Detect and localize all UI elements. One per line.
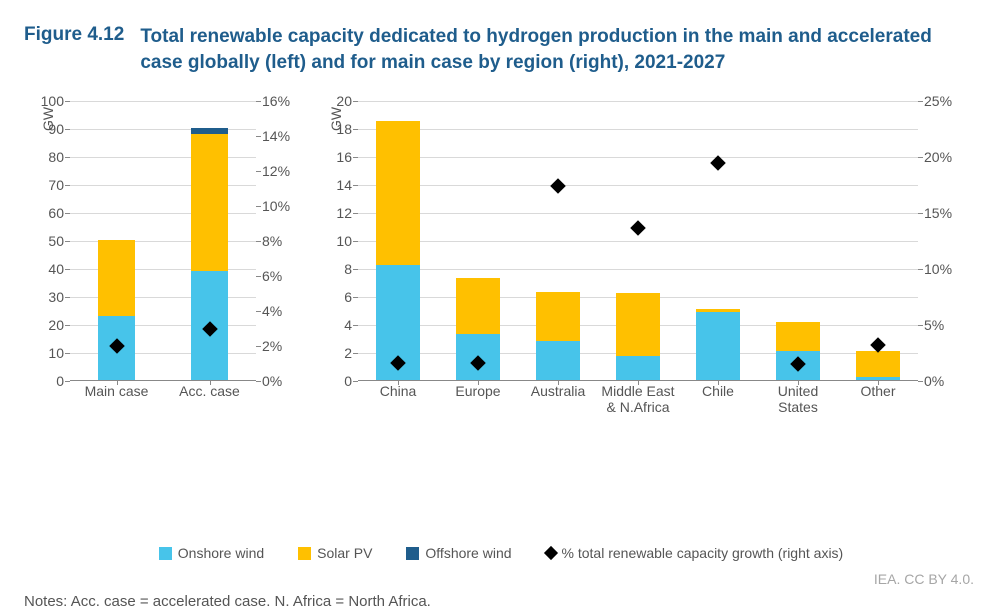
figure-label: Figure 4.12 bbox=[24, 24, 124, 75]
y-left-tick: 20 bbox=[48, 317, 70, 333]
x-label: China bbox=[358, 380, 438, 399]
y-left-tick: 10 bbox=[336, 233, 358, 249]
y-right-tick: 16% bbox=[256, 93, 290, 109]
bar-seg-solar bbox=[616, 293, 660, 356]
legend-label-onshore: Onshore wind bbox=[178, 545, 264, 561]
swatch-onshore bbox=[159, 547, 172, 560]
notes: Notes: Acc. case = accelerated case. N. … bbox=[24, 593, 978, 610]
legend-label-offshore: Offshore wind bbox=[425, 545, 511, 561]
y-unit-label: GW bbox=[328, 107, 344, 131]
y-left-tick: 40 bbox=[48, 261, 70, 277]
y-left-tick: 70 bbox=[48, 177, 70, 193]
legend-label-marker: % total renewable capacity growth (right… bbox=[562, 545, 844, 561]
y-left-tick: 60 bbox=[48, 205, 70, 221]
pct-marker bbox=[630, 220, 646, 236]
y-left-tick: 2 bbox=[344, 345, 358, 361]
y-left-tick: 10 bbox=[48, 345, 70, 361]
figure-title: Total renewable capacity dedicated to hy… bbox=[140, 24, 978, 75]
legend-onshore: Onshore wind bbox=[159, 545, 264, 561]
x-label: Australia bbox=[518, 380, 598, 399]
bar-seg-offshore bbox=[191, 128, 228, 134]
x-label: Chile bbox=[678, 380, 758, 399]
y-right-tick: 0% bbox=[918, 373, 944, 389]
legend: Onshore wind Solar PV Offshore wind % to… bbox=[24, 545, 978, 561]
bar-stack bbox=[536, 292, 580, 380]
bar-seg-onshore bbox=[616, 356, 660, 380]
x-label: Main case bbox=[70, 380, 163, 399]
bar-stack bbox=[98, 240, 135, 380]
figure-container: Figure 4.12 Total renewable capacity ded… bbox=[0, 0, 1002, 616]
y-left-tick: 12 bbox=[336, 205, 358, 221]
x-label: Other bbox=[838, 380, 918, 399]
y-right-tick: 15% bbox=[918, 205, 952, 221]
bar-stack bbox=[376, 121, 420, 380]
bar-seg-solar bbox=[98, 240, 135, 316]
bar-seg-solar bbox=[456, 278, 500, 334]
plot-area-right: 024681012141618200%5%10%15%20%25%GWChina… bbox=[358, 101, 918, 381]
bar-seg-solar bbox=[376, 121, 420, 265]
y-left-tick: 0 bbox=[344, 373, 358, 389]
y-left-tick: 0 bbox=[56, 373, 70, 389]
bar-seg-solar bbox=[696, 309, 740, 312]
y-right-tick: 0% bbox=[256, 373, 282, 389]
bar-seg-solar bbox=[191, 134, 228, 271]
y-right-tick: 8% bbox=[256, 233, 282, 249]
y-left-tick: 6 bbox=[344, 289, 358, 305]
bar-stack bbox=[696, 309, 740, 380]
y-right-tick: 12% bbox=[256, 163, 290, 179]
y-right-tick: 25% bbox=[918, 93, 952, 109]
attribution: IEA. CC BY 4.0. bbox=[24, 571, 978, 587]
diamond-icon bbox=[543, 546, 557, 560]
bar-stack bbox=[856, 351, 900, 380]
legend-marker: % total renewable capacity growth (right… bbox=[546, 545, 844, 561]
y-right-tick: 5% bbox=[918, 317, 944, 333]
y-left-tick: 30 bbox=[48, 289, 70, 305]
y-left-tick: 4 bbox=[344, 317, 358, 333]
x-label: Europe bbox=[438, 380, 518, 399]
bar-seg-onshore bbox=[696, 312, 740, 381]
x-label: Middle East & N.Africa bbox=[598, 380, 678, 415]
swatch-offshore bbox=[406, 547, 419, 560]
pct-marker bbox=[550, 179, 566, 195]
legend-label-solar: Solar PV bbox=[317, 545, 372, 561]
bar-stack bbox=[616, 293, 660, 380]
y-right-tick: 14% bbox=[256, 128, 290, 144]
y-left-tick: 14 bbox=[336, 177, 358, 193]
swatch-solar bbox=[298, 547, 311, 560]
y-left-tick: 80 bbox=[48, 149, 70, 165]
bar-seg-solar bbox=[536, 292, 580, 341]
y-right-tick: 6% bbox=[256, 268, 282, 284]
y-right-tick: 2% bbox=[256, 338, 282, 354]
y-left-tick: 50 bbox=[48, 233, 70, 249]
y-right-tick: 20% bbox=[918, 149, 952, 165]
y-right-tick: 4% bbox=[256, 303, 282, 319]
legend-solar: Solar PV bbox=[298, 545, 372, 561]
x-label: Acc. case bbox=[163, 380, 256, 399]
bar-seg-onshore bbox=[536, 341, 580, 380]
bar-seg-solar bbox=[776, 322, 820, 351]
y-left-tick: 16 bbox=[336, 149, 358, 165]
chart-right: 024681012141618200%5%10%15%20%25%GWChina… bbox=[314, 93, 978, 483]
plot-area-left: 01020304050607080901000%2%4%6%8%10%12%14… bbox=[70, 101, 256, 381]
bar-stack bbox=[191, 128, 228, 380]
chart-left: 01020304050607080901000%2%4%6%8%10%12%14… bbox=[24, 93, 294, 483]
y-unit-label: GW bbox=[40, 107, 56, 131]
charts-row: 01020304050607080901000%2%4%6%8%10%12%14… bbox=[24, 93, 978, 483]
bar-seg-solar bbox=[856, 351, 900, 378]
title-row: Figure 4.12 Total renewable capacity ded… bbox=[24, 24, 978, 75]
legend-offshore: Offshore wind bbox=[406, 545, 511, 561]
y-left-tick: 8 bbox=[344, 261, 358, 277]
x-label: United States bbox=[758, 380, 838, 415]
y-right-tick: 10% bbox=[256, 198, 290, 214]
y-right-tick: 10% bbox=[918, 261, 952, 277]
